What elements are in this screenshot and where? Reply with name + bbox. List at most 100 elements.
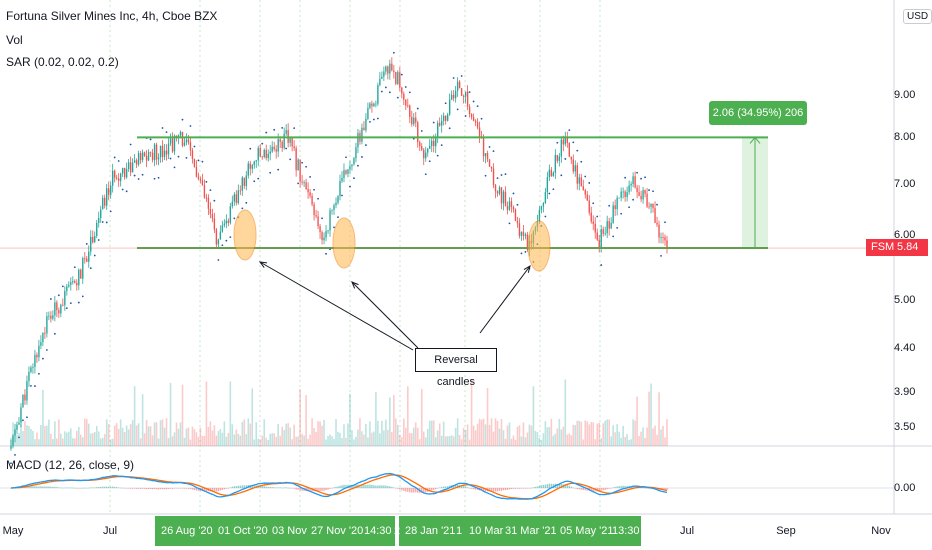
- macd-histogram-bar: [389, 486, 391, 488]
- macd-histogram-bar: [163, 488, 166, 490]
- candle-body: [462, 95, 465, 97]
- macd-histogram-bar: [592, 488, 594, 492]
- macd-histogram-bar: [369, 484, 371, 488]
- volume-bar: [93, 431, 96, 446]
- macd-histogram-bar: [36, 486, 38, 488]
- macd-histogram-bar: [429, 488, 431, 492]
- macd-histogram-bar: [205, 488, 208, 492]
- candle-body: [381, 76, 383, 79]
- macd-histogram-bar: [474, 488, 477, 490]
- volume-bar: [77, 426, 80, 446]
- sar-indicator-label[interactable]: SAR (0.02, 0.02, 0.2): [6, 55, 119, 69]
- volume-bar: [30, 428, 32, 446]
- macd-histogram-bar: [496, 488, 499, 492]
- candle-body: [20, 407, 22, 423]
- macd-histogram-bar: [522, 488, 525, 489]
- macd-histogram-bar: [614, 487, 616, 488]
- volume-bar: [524, 437, 527, 446]
- sar-dot: [285, 147, 288, 150]
- candle-body: [604, 233, 606, 235]
- currency-button[interactable]: USD: [903, 9, 932, 24]
- macd-histogram-bar: [309, 488, 311, 492]
- volume-bar: [604, 420, 606, 446]
- sar-dot: [408, 91, 411, 94]
- candle-body: [70, 282, 72, 285]
- macd-histogram-bar: [431, 488, 433, 491]
- macd-histogram-bar: [223, 488, 226, 490]
- sar-dot: [632, 198, 635, 201]
- sar-dot: [640, 177, 642, 180]
- volume-bar: [395, 418, 397, 446]
- macd-histogram-bar: [165, 488, 168, 490]
- candle-body: [291, 138, 293, 147]
- volume-bar: [492, 431, 495, 446]
- candle-body: [435, 136, 437, 147]
- macd-histogram-bar: [133, 488, 136, 489]
- sar-dot: [380, 90, 383, 93]
- macd-histogram-bar: [94, 487, 96, 488]
- candle-body: [305, 182, 307, 190]
- sar-dot: [177, 155, 180, 158]
- volume-bar: [333, 439, 335, 446]
- candle-body: [472, 117, 475, 121]
- candle-body: [510, 201, 513, 208]
- time-tick: Jul: [679, 525, 695, 537]
- macd-histogram-bar: [259, 485, 261, 488]
- time-tick: May: [2, 525, 24, 537]
- candle-body: [456, 81, 459, 91]
- time-tick: Jul: [102, 525, 118, 537]
- volume-bar: [460, 439, 463, 446]
- sar-dot: [596, 215, 599, 218]
- candle-body: [233, 194, 236, 202]
- volume-bar: [652, 428, 654, 446]
- volume-bar: [265, 437, 268, 446]
- volume-bar: [658, 392, 660, 446]
- reversal-candles-callout[interactable]: Reversal candles: [415, 348, 497, 388]
- candle-body: [301, 181, 303, 183]
- sar-dot: [205, 180, 208, 183]
- volume-bar: [578, 420, 581, 446]
- macd-histogram-bar: [331, 488, 333, 489]
- volume-bar: [602, 423, 604, 446]
- macd-histogram-bar: [411, 488, 413, 493]
- volume-bar: [606, 419, 608, 446]
- candle-body: [552, 172, 555, 177]
- volume-bar: [662, 425, 664, 446]
- volume-bar: [307, 438, 309, 446]
- sar-dot: [45, 349, 48, 351]
- candle-body: [632, 176, 634, 184]
- candle-body: [143, 152, 146, 157]
- candle-body: [389, 63, 391, 74]
- macd-histogram-bar: [524, 488, 527, 489]
- candle-body: [363, 127, 365, 131]
- macd-histogram-bar: [375, 485, 377, 488]
- candle-body: [46, 316, 48, 334]
- candle-body: [149, 152, 152, 153]
- macd-histogram-bar: [482, 488, 485, 492]
- sar-dot: [257, 177, 260, 180]
- volume-bar: [18, 433, 20, 446]
- macd-indicator-label[interactable]: MACD (12, 26, close, 9): [6, 458, 135, 472]
- highlight-time-tick: 13:30: [612, 525, 640, 537]
- volume-bar: [12, 422, 14, 446]
- time-tick: Sep: [776, 525, 796, 537]
- sar-dot: [420, 130, 423, 132]
- sar-dot: [149, 138, 152, 141]
- sar-dot: [109, 210, 112, 213]
- volume-bar: [281, 426, 283, 446]
- volume-bar: [518, 425, 521, 446]
- volume-bar: [345, 437, 347, 446]
- candle-body: [476, 122, 479, 128]
- volume-bar: [634, 420, 636, 446]
- candle-body: [165, 150, 168, 155]
- sar-dot: [452, 77, 455, 79]
- callout-arrow: [479, 265, 531, 334]
- candle-body: [54, 302, 56, 316]
- sar-dot: [476, 105, 479, 108]
- candle-body: [38, 345, 40, 358]
- macd-histogram-bar: [329, 488, 331, 489]
- price-range-measure-label[interactable]: 2.06 (34.95%) 206: [709, 101, 807, 125]
- volume-indicator-label[interactable]: Vol: [6, 33, 23, 47]
- macd-histogram-bar: [570, 486, 572, 488]
